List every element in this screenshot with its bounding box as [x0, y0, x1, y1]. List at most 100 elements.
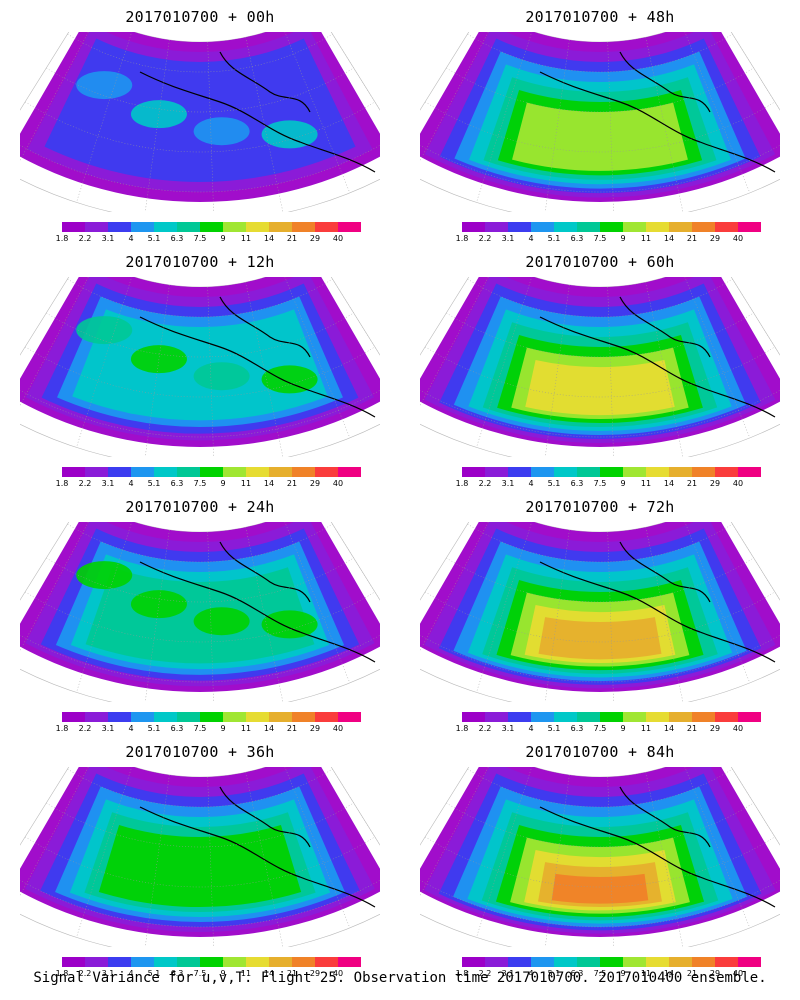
graticule-line	[420, 135, 780, 193]
graticule-line	[245, 772, 284, 947]
coastline	[219, 541, 311, 603]
colorbar-tick-label: 40	[332, 234, 344, 243]
colorbar-tick-label: 1.8	[455, 724, 469, 733]
colorbar-swatch	[338, 467, 361, 477]
colorbar-swatch	[692, 712, 715, 722]
panel-title: 2017010700 + 00h	[125, 8, 275, 26]
colorbar-labels: 1.8 2.2 3.1 4 5.1 6.3 7.5 9 11 14 21 29 40	[56, 724, 361, 734]
colorbar-swatch	[338, 712, 361, 722]
colorbar-labels: 1.8 2.2 3.1 4 5.1 6.3 7.5 9 11 14 21 29 40	[56, 234, 361, 244]
colorbar-swatch	[223, 222, 246, 232]
map-panel: 2017010700 + 72h 1.8 2.2 3.1 4 5.1 6.3 7.5 9 11 14…	[400, 490, 800, 735]
colorbar-tick-label: 9	[620, 969, 626, 978]
colorbar	[462, 957, 761, 967]
colorbar-swatch	[154, 467, 177, 477]
colorbar-tick-label: 3.1	[501, 969, 515, 978]
variance-contour	[538, 617, 662, 660]
colorbar-tick-label: 21	[286, 969, 298, 978]
graticule-line	[207, 41, 215, 212]
colorbar-swatch	[508, 222, 531, 232]
coastline	[539, 71, 776, 173]
colorbar-tick-label: 4	[128, 724, 134, 733]
graticule-line	[76, 32, 133, 203]
coastline	[139, 71, 376, 173]
colorbar-tick-label: 5.1	[547, 234, 561, 243]
map-panel: 2017010700 + 84h 1.8 2.2 3.1 4 5.1 6.3 7.5 9 11 14…	[400, 735, 800, 980]
colorbar-tick-label: 2.2	[78, 479, 92, 488]
colorbar-tick-label: 11	[240, 234, 252, 243]
graticule-line	[424, 836, 776, 888]
colorbar-tick-label: 9	[220, 479, 226, 488]
graticule-line	[682, 767, 751, 928]
colorbar	[462, 222, 761, 232]
colorbar-tick-label: 9	[220, 234, 226, 243]
colorbar-tick-label: 7.5	[593, 479, 607, 488]
colorbar-tick-label: 3.1	[501, 234, 515, 243]
variance-contour	[261, 365, 318, 394]
map-panel: 2017010700 + 24h 1.8 2.2 3.1 4 5.1 6.3 7.5 9 11 14…	[0, 490, 400, 735]
colorbar-swatch	[177, 957, 200, 967]
graticule-line	[682, 277, 751, 438]
graticule-line	[20, 625, 380, 683]
colorbar-swatch	[738, 467, 761, 477]
variance-map	[420, 32, 780, 212]
map-panel: 2017010700 + 12h 1.8 2.2 3.1 4 5.1 6.3 7.5 9 11 14…	[0, 245, 400, 490]
colorbar-tick-label: 29	[709, 479, 721, 488]
colorbar-swatch	[623, 957, 646, 967]
colorbar-swatch	[315, 712, 338, 722]
colorbar-tick-label: 11	[240, 479, 252, 488]
variance-map	[20, 767, 380, 947]
variance-map	[20, 32, 380, 212]
colorbar-swatch	[623, 222, 646, 232]
colorbar-swatch	[200, 957, 223, 967]
coastline	[619, 51, 711, 113]
colorbar-swatch	[669, 957, 692, 967]
colorbar-swatch	[131, 712, 154, 722]
colorbar-tick-label: 4	[528, 479, 534, 488]
colorbar-tick-label: 5.1	[147, 234, 161, 243]
colorbar	[62, 957, 361, 967]
coastline	[219, 296, 311, 358]
colorbar-tick-label: 7.5	[593, 234, 607, 243]
colorbar-tick-label: 5.1	[547, 479, 561, 488]
graticule-line	[20, 135, 380, 193]
variance-contour	[76, 561, 133, 590]
colorbar-swatch	[62, 467, 85, 477]
coastline	[539, 561, 776, 663]
colorbar-swatch	[715, 957, 738, 967]
variance-contour	[72, 309, 328, 421]
colorbar-swatch	[692, 222, 715, 232]
colorbar-swatch	[269, 957, 292, 967]
colorbar-swatch	[715, 467, 738, 477]
colorbar-tick-label: 40	[332, 969, 344, 978]
colorbar-swatch	[646, 222, 669, 232]
panel-title: 2017010700 + 48h	[525, 8, 675, 26]
graticule-line	[645, 772, 684, 947]
variance-contour	[193, 117, 250, 146]
colorbar-swatch	[85, 957, 108, 967]
colorbar-swatch	[269, 222, 292, 232]
colorbar-swatch	[85, 712, 108, 722]
colorbar-tick-label: 9	[620, 234, 626, 243]
variance-map	[20, 277, 380, 457]
colorbar-swatch	[623, 467, 646, 477]
colorbar-swatch	[292, 467, 315, 477]
colorbar-swatch	[554, 467, 577, 477]
colorbar-tick-label: 5.1	[147, 724, 161, 733]
colorbar-tick-label: 7.5	[193, 234, 207, 243]
variance-contour	[76, 316, 133, 345]
colorbar-tick-label: 5.1	[147, 969, 161, 978]
graticule-line	[645, 527, 684, 702]
colorbar-swatch	[508, 712, 531, 722]
colorbar-swatch	[292, 957, 315, 967]
graticule-line	[245, 37, 284, 212]
colorbar-swatch	[154, 957, 177, 967]
graticule-line	[46, 67, 354, 113]
graticule-line	[424, 101, 776, 153]
colorbar-swatch	[269, 712, 292, 722]
colorbar-tick-label: 7.5	[593, 724, 607, 733]
colorbar-swatch	[623, 712, 646, 722]
colorbar-labels: 1.8 2.2 3.1 4 5.1 6.3 7.5 9 11 14 21 29 40	[456, 234, 761, 244]
graticule-line	[24, 101, 376, 153]
colorbar-swatch	[338, 957, 361, 967]
